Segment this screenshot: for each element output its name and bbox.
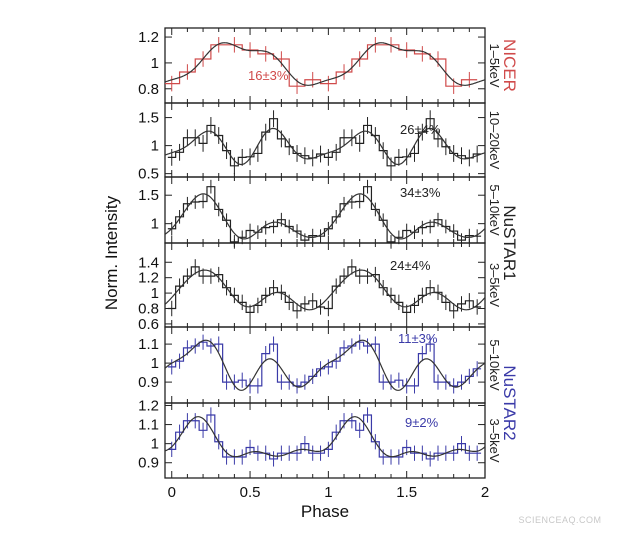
y-tick-label: 1 bbox=[151, 285, 159, 302]
y-tick-label: 1 bbox=[151, 138, 159, 155]
panel-3: 0.60.811.21.4 24±4% 3–5keV bbox=[138, 242, 502, 333]
energy-band-label: 3–5keV bbox=[487, 418, 502, 462]
y-axis-label: Norm. Intensity bbox=[102, 195, 121, 310]
y-tick-label: 0.9 bbox=[138, 374, 159, 391]
y-tick-label: 1 bbox=[151, 436, 159, 453]
energy-band-label: 1–5keV bbox=[487, 43, 502, 87]
y-tick-label: 0.5 bbox=[138, 166, 159, 183]
model-curve bbox=[164, 339, 486, 391]
pulsed-fraction-label: 26±4% bbox=[400, 122, 441, 137]
histogram bbox=[167, 118, 482, 167]
energy-band-label: 3–5keV bbox=[487, 263, 502, 307]
histogram bbox=[165, 44, 478, 87]
histogram bbox=[167, 414, 482, 460]
panel-frame bbox=[164, 242, 486, 328]
x-tick-label: 0.5 bbox=[240, 484, 261, 501]
histogram bbox=[167, 266, 482, 313]
x-axis-label: Phase bbox=[301, 502, 349, 521]
x-tick-label: 0 bbox=[168, 484, 176, 501]
pulsed-fraction-label: 24±4% bbox=[390, 258, 431, 273]
model-curve bbox=[164, 416, 486, 458]
y-tick-label: 0.6 bbox=[138, 316, 159, 333]
y-tick-label: 1.5 bbox=[138, 187, 159, 204]
panel-1: 0.5 1 1.5 26±4% 10–20keV bbox=[138, 102, 502, 183]
model-curve bbox=[164, 193, 486, 240]
y-tick-label: 1 bbox=[151, 55, 159, 72]
y-tick-label: 1 bbox=[151, 355, 159, 372]
panel-2: 1 1.5 34±3% 5–10keV bbox=[138, 176, 502, 249]
y-tick-label: 1 bbox=[151, 216, 159, 233]
y-tick-label: 1.2 bbox=[138, 397, 159, 414]
histogram bbox=[167, 341, 482, 387]
model-curve bbox=[164, 269, 486, 311]
watermark: SCIENCEAQ.COM bbox=[518, 515, 601, 525]
y-tick-label: 0.8 bbox=[138, 301, 159, 318]
energy-band-label: 10–20keV bbox=[487, 111, 502, 170]
y-tick-label: 0.9 bbox=[138, 455, 159, 472]
y-tick-label: 1.2 bbox=[138, 270, 159, 287]
panel-4: 0.9 1 1.1 11±3% 5–10keV bbox=[138, 326, 502, 404]
panel-0: 0.8 1 1.2 16±3% 1–5keV bbox=[138, 27, 502, 104]
x-tick-label: 1.5 bbox=[396, 484, 417, 501]
panel-frame bbox=[164, 102, 486, 178]
pulsed-fraction-label: 16±3% bbox=[248, 68, 289, 83]
pulsed-fraction-label: 34±3% bbox=[400, 185, 441, 200]
panel-5: 0.9 1 1.1 1.2 9±2% 3–5keV bbox=[138, 397, 502, 479]
y-tick-label: 1.5 bbox=[138, 110, 159, 127]
y-tick-label: 1.4 bbox=[138, 254, 159, 271]
panel-frame bbox=[164, 27, 486, 104]
pulsed-fraction-label: 9±2% bbox=[405, 415, 439, 430]
instrument-label: NICER bbox=[500, 39, 519, 92]
y-tick-label: 1.2 bbox=[138, 29, 159, 46]
energy-band-label: 5–10keV bbox=[487, 339, 502, 391]
y-tick-label: 0.8 bbox=[138, 81, 159, 98]
x-tick-label: 1 bbox=[324, 484, 332, 501]
y-tick-label: 1.1 bbox=[138, 417, 159, 434]
x-tick-label: 2 bbox=[481, 484, 489, 501]
y-tick-label: 1.1 bbox=[138, 336, 159, 353]
instrument-label: NuSTAR2 bbox=[500, 365, 519, 440]
instrument-label: NuSTAR1 bbox=[500, 205, 519, 280]
pulsed-fraction-label: 11±3% bbox=[398, 331, 438, 346]
model-curve bbox=[164, 127, 486, 166]
model-curve bbox=[164, 42, 486, 86]
panel-frame bbox=[164, 402, 486, 479]
energy-band-label: 5–10keV bbox=[487, 184, 502, 236]
